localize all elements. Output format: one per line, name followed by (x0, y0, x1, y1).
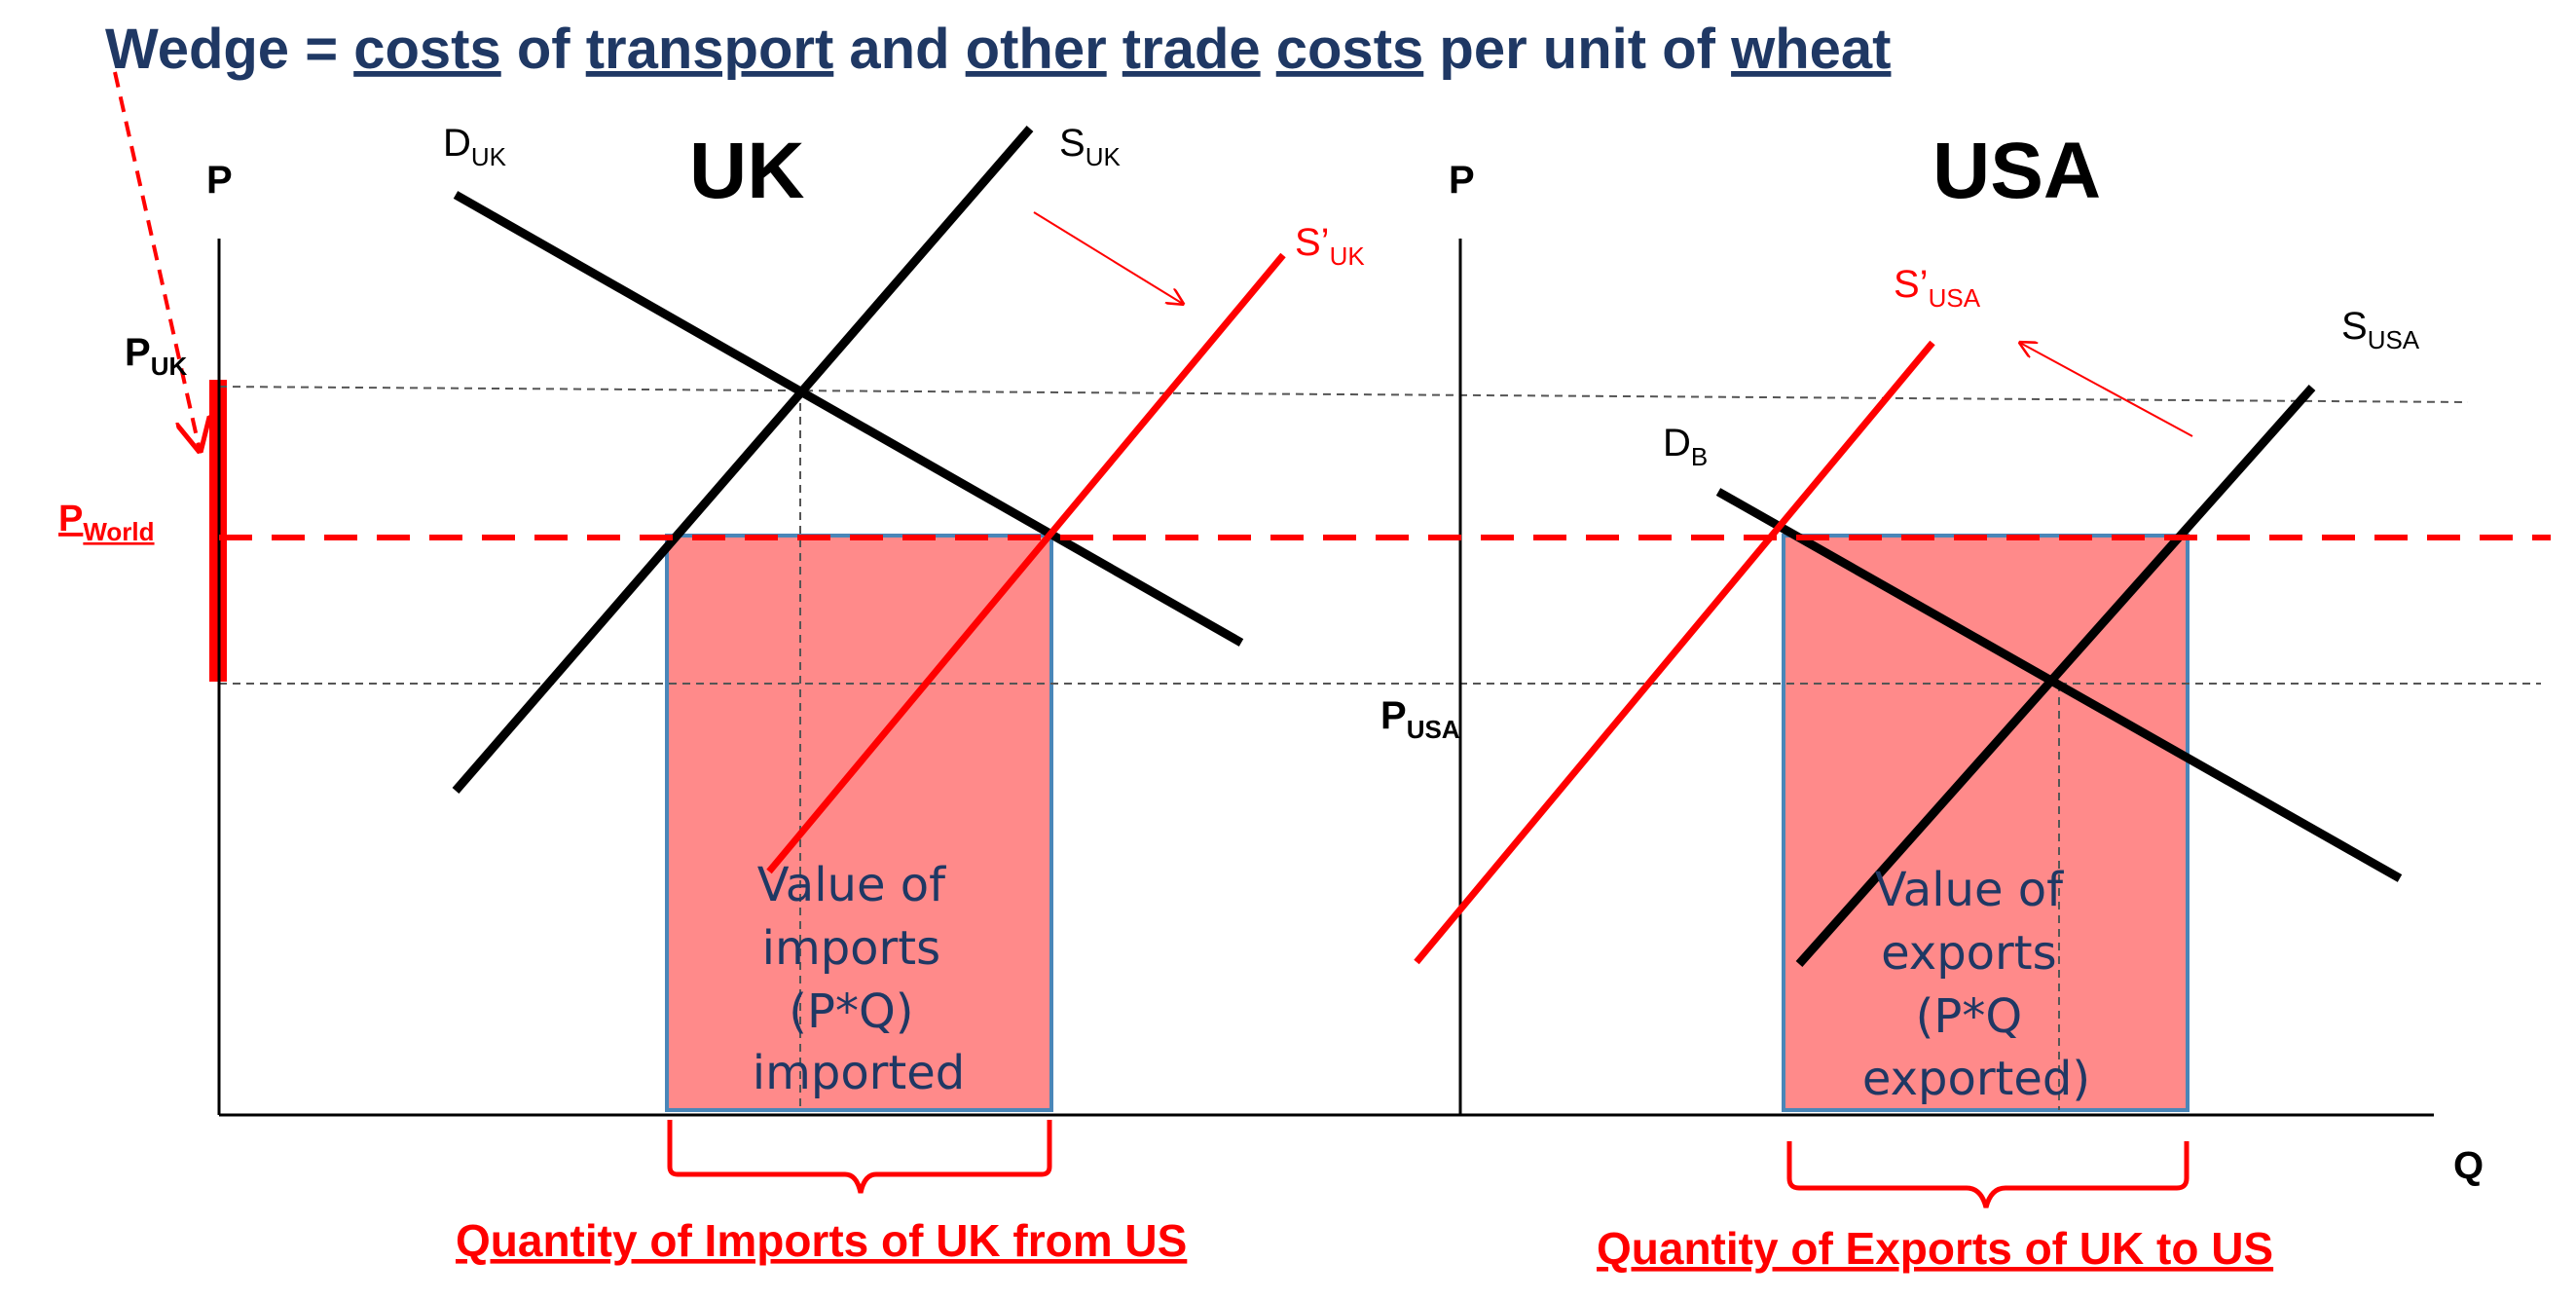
uk-shift-arrow (1033, 211, 1183, 304)
world-price-label: PWorld (58, 499, 155, 546)
usa-shift-arrow (2020, 343, 2193, 437)
uk-price-label: PUK (125, 331, 187, 381)
title-word: unit (1543, 18, 1646, 81)
usa-price-axis-label: P (1449, 159, 1475, 202)
title-word: and (849, 18, 949, 81)
title-word: costs (1276, 18, 1424, 81)
uk-shifted-supply-label: S’UK (1295, 221, 1365, 271)
title-word: Wedge (105, 18, 289, 81)
uk-supply-curve (452, 126, 1034, 794)
imports-quantity-brace (667, 1120, 1052, 1194)
title-word: trade (1122, 18, 1261, 81)
diagram-title: Wedge = costs of transport and other tra… (105, 18, 1891, 81)
imports-value-text: Value of imports (P*Q) imported (753, 858, 965, 1100)
exports-quantity-label: Quantity of Exports of UK to US (1597, 1223, 2273, 1274)
title-word: wheat (1730, 18, 1891, 81)
usa-demand-curve (1715, 488, 2403, 882)
title-word: costs (353, 18, 501, 81)
imports-value-box (665, 534, 1053, 1112)
usa-country-label: USA (1932, 127, 2101, 215)
exports-value-box (1782, 534, 2190, 1112)
usa-price-label: PUSA (1380, 694, 1460, 744)
uk-demand-label: DUK (443, 122, 507, 171)
uk-autarky-price-line (218, 386, 2469, 403)
usa-supply-label: SUSA (2341, 305, 2420, 354)
exports-value-text: Value of exports (P*Q exported) (1862, 863, 2090, 1106)
exports-quantity-brace (1786, 1141, 2190, 1208)
title-word: other (966, 18, 1107, 81)
title-word: per (1439, 18, 1527, 81)
title-word: of (517, 18, 570, 81)
imports-quantity-label: Quantity of Imports of UK from US (456, 1215, 1187, 1266)
uk-supply-label: SUK (1059, 122, 1121, 171)
usa-shifted-supply-label: S’USA (1894, 263, 1981, 313)
usa-supply-curve (1795, 385, 2316, 967)
usa-shifted-supply-curve (1414, 340, 1935, 965)
uk-demand-curve (453, 191, 1244, 647)
title-word: transport (586, 18, 834, 81)
title-word: of (1662, 18, 1715, 81)
uk-shifted-supply-curve (766, 252, 1286, 874)
uk-price-axis-label: P (206, 159, 233, 202)
wedge-pointer-arrow (113, 71, 200, 450)
title-word: = (305, 18, 338, 81)
quantity-axis-label: Q (2453, 1144, 2484, 1187)
uk-country-label: UK (689, 127, 804, 215)
usa-demand-label: DB (1663, 422, 1708, 471)
